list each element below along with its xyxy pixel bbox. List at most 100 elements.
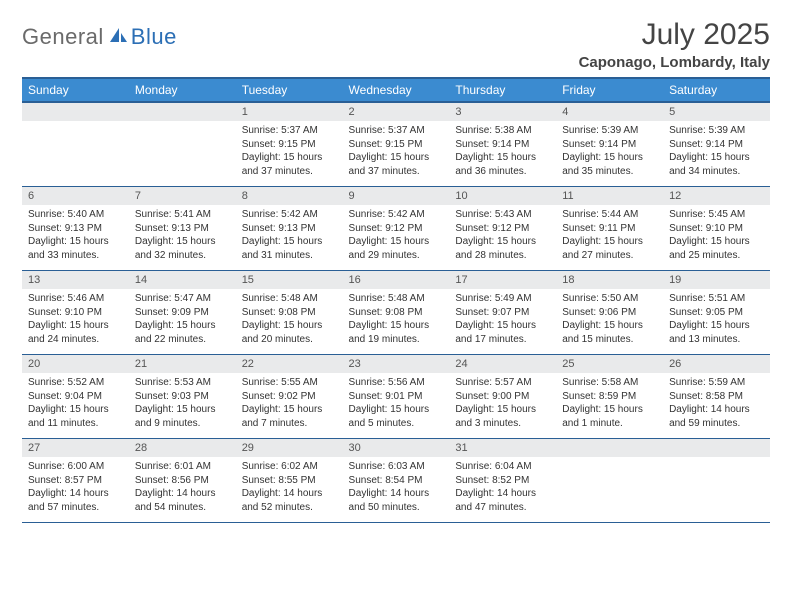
day-cell: Sunrise: 5:41 AMSunset: 9:13 PMDaylight:… <box>129 205 236 271</box>
daylight-text: Daylight: 15 hours <box>562 235 657 249</box>
daylight-text: and 9 minutes. <box>135 417 230 431</box>
sunrise-text: Sunrise: 5:46 AM <box>28 292 123 306</box>
daylight-text: and 37 minutes. <box>242 165 337 179</box>
sunset-text: Sunset: 9:12 PM <box>455 222 550 236</box>
daylight-text: and 28 minutes. <box>455 249 550 263</box>
day-cell: Sunrise: 5:48 AMSunset: 9:08 PMDaylight:… <box>236 289 343 355</box>
day-number: 28 <box>129 439 236 458</box>
day-cell: Sunrise: 6:03 AMSunset: 8:54 PMDaylight:… <box>343 457 450 523</box>
day-number <box>556 439 663 458</box>
weekday-header: Sunday Monday Tuesday Wednesday Thursday… <box>22 78 770 102</box>
sunrise-text: Sunrise: 5:57 AM <box>455 376 550 390</box>
daylight-text: and 59 minutes. <box>669 417 764 431</box>
sunset-text: Sunset: 9:00 PM <box>455 390 550 404</box>
day-number: 4 <box>556 102 663 121</box>
day-cell: Sunrise: 5:46 AMSunset: 9:10 PMDaylight:… <box>22 289 129 355</box>
day-cell: Sunrise: 5:55 AMSunset: 9:02 PMDaylight:… <box>236 373 343 439</box>
day-cell <box>556 457 663 523</box>
title-block: July 2025 Caponago, Lombardy, Italy <box>579 18 770 71</box>
daylight-text: Daylight: 15 hours <box>455 151 550 165</box>
logo-text-general: General <box>22 24 104 50</box>
sunrise-text: Sunrise: 5:42 AM <box>242 208 337 222</box>
logo-text-blue: Blue <box>131 24 177 50</box>
daylight-text: Daylight: 15 hours <box>562 151 657 165</box>
daylight-text: Daylight: 14 hours <box>135 487 230 501</box>
sunset-text: Sunset: 9:15 PM <box>349 138 444 152</box>
daylight-text: and 50 minutes. <box>349 501 444 515</box>
day-cell: Sunrise: 5:51 AMSunset: 9:05 PMDaylight:… <box>663 289 770 355</box>
day-number: 15 <box>236 271 343 290</box>
daylight-text: Daylight: 14 hours <box>28 487 123 501</box>
daylight-text: and 47 minutes. <box>455 501 550 515</box>
daylight-text: Daylight: 14 hours <box>669 403 764 417</box>
day-number: 14 <box>129 271 236 290</box>
logo-sail-icon <box>108 26 128 49</box>
daylight-text: Daylight: 15 hours <box>28 403 123 417</box>
sunrise-text: Sunrise: 5:58 AM <box>562 376 657 390</box>
day-number: 10 <box>449 187 556 206</box>
sunset-text: Sunset: 9:06 PM <box>562 306 657 320</box>
day-number: 17 <box>449 271 556 290</box>
day-number: 2 <box>343 102 450 121</box>
day-number: 12 <box>663 187 770 206</box>
sunrise-text: Sunrise: 5:47 AM <box>135 292 230 306</box>
sunrise-text: Sunrise: 5:44 AM <box>562 208 657 222</box>
day-cell: Sunrise: 5:44 AMSunset: 9:11 PMDaylight:… <box>556 205 663 271</box>
daylight-text: Daylight: 15 hours <box>349 319 444 333</box>
daylight-text: and 15 minutes. <box>562 333 657 347</box>
sunrise-text: Sunrise: 5:43 AM <box>455 208 550 222</box>
day-cell: Sunrise: 5:47 AMSunset: 9:09 PMDaylight:… <box>129 289 236 355</box>
day-number: 9 <box>343 187 450 206</box>
daylight-text: and 5 minutes. <box>349 417 444 431</box>
sunrise-text: Sunrise: 5:39 AM <box>669 124 764 138</box>
day-cell: Sunrise: 5:37 AMSunset: 9:15 PMDaylight:… <box>236 121 343 187</box>
sunrise-text: Sunrise: 5:37 AM <box>349 124 444 138</box>
daylight-text: and 11 minutes. <box>28 417 123 431</box>
sunrise-text: Sunrise: 5:42 AM <box>349 208 444 222</box>
sunset-text: Sunset: 9:04 PM <box>28 390 123 404</box>
day-cell: Sunrise: 5:57 AMSunset: 9:00 PMDaylight:… <box>449 373 556 439</box>
sunrise-text: Sunrise: 6:02 AM <box>242 460 337 474</box>
sunrise-text: Sunrise: 5:40 AM <box>28 208 123 222</box>
daylight-text: Daylight: 15 hours <box>242 403 337 417</box>
sunrise-text: Sunrise: 5:53 AM <box>135 376 230 390</box>
sunrise-text: Sunrise: 6:04 AM <box>455 460 550 474</box>
day-number: 6 <box>22 187 129 206</box>
day-cell: Sunrise: 5:37 AMSunset: 9:15 PMDaylight:… <box>343 121 450 187</box>
weekday-heading: Tuesday <box>236 78 343 102</box>
daylight-text: and 13 minutes. <box>669 333 764 347</box>
day-cell: Sunrise: 5:40 AMSunset: 9:13 PMDaylight:… <box>22 205 129 271</box>
daylight-text: Daylight: 15 hours <box>242 319 337 333</box>
daylight-text: Daylight: 15 hours <box>349 403 444 417</box>
day-number: 31 <box>449 439 556 458</box>
weekday-heading: Monday <box>129 78 236 102</box>
day-number: 26 <box>663 355 770 374</box>
sunset-text: Sunset: 9:13 PM <box>242 222 337 236</box>
day-cell: Sunrise: 5:42 AMSunset: 9:12 PMDaylight:… <box>343 205 450 271</box>
daylight-text: and 25 minutes. <box>669 249 764 263</box>
day-cell: Sunrise: 5:53 AMSunset: 9:03 PMDaylight:… <box>129 373 236 439</box>
sunset-text: Sunset: 8:52 PM <box>455 474 550 488</box>
day-cell: Sunrise: 5:52 AMSunset: 9:04 PMDaylight:… <box>22 373 129 439</box>
sunset-text: Sunset: 9:05 PM <box>669 306 764 320</box>
day-cell: Sunrise: 5:59 AMSunset: 8:58 PMDaylight:… <box>663 373 770 439</box>
daylight-text: Daylight: 15 hours <box>242 235 337 249</box>
daylight-text: Daylight: 15 hours <box>135 235 230 249</box>
calendar-page: General Blue July 2025 Caponago, Lombard… <box>0 0 792 523</box>
daylight-text: and 37 minutes. <box>349 165 444 179</box>
day-number <box>663 439 770 458</box>
sunrise-text: Sunrise: 5:56 AM <box>349 376 444 390</box>
day-number: 24 <box>449 355 556 374</box>
daylight-text: and 36 minutes. <box>455 165 550 179</box>
day-cell: Sunrise: 6:04 AMSunset: 8:52 PMDaylight:… <box>449 457 556 523</box>
sunset-text: Sunset: 8:55 PM <box>242 474 337 488</box>
daylight-text: Daylight: 15 hours <box>455 235 550 249</box>
day-cell: Sunrise: 5:39 AMSunset: 9:14 PMDaylight:… <box>556 121 663 187</box>
day-cell <box>663 457 770 523</box>
daylight-text: Daylight: 15 hours <box>562 403 657 417</box>
daylight-text: Daylight: 15 hours <box>562 319 657 333</box>
sunset-text: Sunset: 8:54 PM <box>349 474 444 488</box>
weekday-heading: Friday <box>556 78 663 102</box>
sunrise-text: Sunrise: 5:48 AM <box>242 292 337 306</box>
day-cell: Sunrise: 5:48 AMSunset: 9:08 PMDaylight:… <box>343 289 450 355</box>
